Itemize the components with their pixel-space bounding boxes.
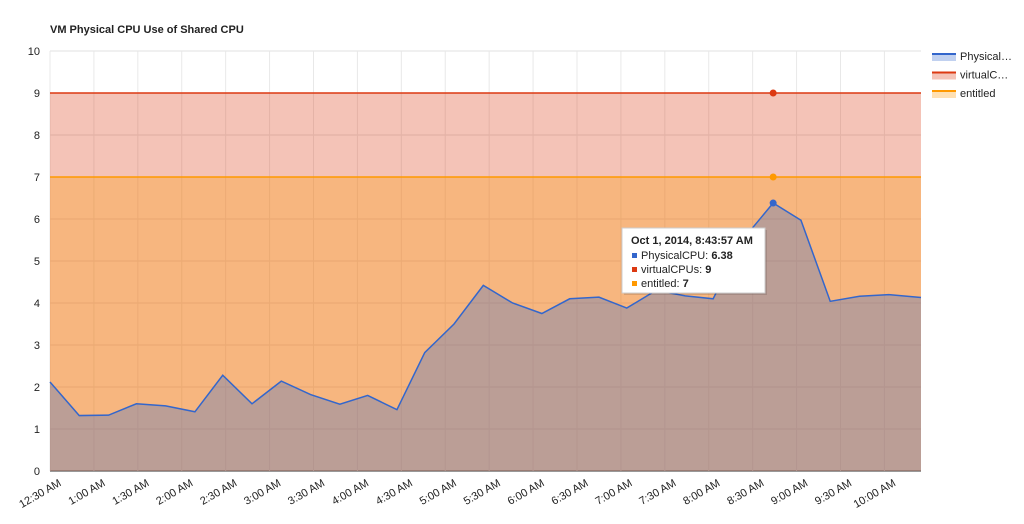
- tooltip: [621, 227, 766, 294]
- x-tick-label: 9:00 AM: [769, 477, 810, 508]
- x-tick-label: 3:00 AM: [242, 477, 283, 508]
- x-tick-label: 1:30 AM: [110, 477, 151, 508]
- x-tick-label: 4:30 AM: [374, 477, 415, 508]
- x-tick-label: 8:00 AM: [681, 477, 722, 508]
- legend-swatch: [932, 72, 956, 80]
- area: [50, 93, 921, 471]
- tooltip-value: 7: [683, 278, 689, 290]
- x-tick-label: 10:00 AM: [852, 477, 898, 511]
- tooltip-row: virtualCPUs: 9: [641, 264, 711, 276]
- y-tick-label: 6: [34, 214, 40, 226]
- y-tick-label: 2: [34, 382, 40, 394]
- tooltip-swatch: [632, 267, 637, 272]
- y-tick-label: 0: [34, 466, 40, 478]
- tooltip-value: 6.38: [711, 250, 732, 262]
- x-tick-label: 1:00 AM: [66, 477, 107, 508]
- y-tick-label: 9: [34, 88, 40, 100]
- tooltip-row: PhysicalCPU: 6.38: [641, 250, 733, 262]
- tooltip-swatch: [632, 253, 637, 258]
- x-tick-label: 6:00 AM: [506, 477, 547, 508]
- hover-point: [769, 89, 777, 97]
- hover-point: [769, 199, 777, 207]
- x-tick-label: 9:30 AM: [813, 477, 854, 508]
- y-tick-label: 8: [34, 130, 40, 142]
- tooltip-row: entitled: 7: [641, 278, 689, 290]
- x-tick-label: 4:00 AM: [330, 477, 371, 508]
- area: [50, 203, 921, 472]
- tooltip-label: entitled:: [641, 278, 680, 290]
- x-tick-label: 3:30 AM: [286, 477, 327, 508]
- y-tick-label: 3: [34, 340, 40, 352]
- x-tick-label: 5:00 AM: [418, 477, 459, 508]
- hover-point: [769, 173, 777, 181]
- legend-swatch: [932, 91, 956, 98]
- tooltip-label: PhysicalCPU:: [641, 250, 708, 262]
- legend-swatch: [932, 54, 956, 61]
- legend-label: Physical…: [960, 51, 1012, 63]
- x-tick-label: 8:30 AM: [725, 477, 766, 508]
- tooltip-title: Oct 1, 2014, 8:43:57 AM: [631, 235, 753, 247]
- x-tick-label: 7:30 AM: [637, 477, 678, 508]
- y-tick-label: 5: [34, 256, 40, 268]
- tooltip-label: virtualCPUs:: [641, 264, 702, 276]
- x-tick-label: 6:30 AM: [550, 477, 591, 508]
- tooltip-swatch: [632, 281, 637, 286]
- chart-title: VM Physical CPU Use of Shared CPU: [50, 24, 244, 36]
- legend-label: virtualC…: [960, 70, 1008, 82]
- x-tick-label: 5:30 AM: [462, 477, 503, 508]
- x-tick-label: 7:00 AM: [593, 477, 634, 508]
- y-tick-label: 1: [34, 424, 40, 436]
- y-tick-label: 7: [34, 172, 40, 184]
- legend-label: entitled: [960, 88, 995, 100]
- x-tick-label: 12:30 AM: [17, 477, 63, 511]
- tooltip-value: 9: [705, 264, 711, 276]
- x-tick-label: 2:30 AM: [198, 477, 239, 508]
- y-tick-label: 10: [28, 46, 40, 58]
- x-tick-label: 2:00 AM: [154, 477, 195, 508]
- y-tick-label: 4: [34, 298, 40, 310]
